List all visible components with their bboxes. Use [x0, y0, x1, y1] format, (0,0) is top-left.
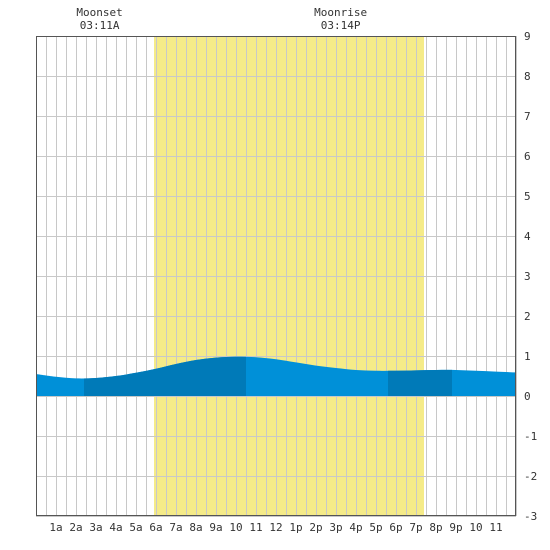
y-tick-label: 3 [524, 270, 531, 283]
x-tick-label: 3p [329, 521, 342, 534]
x-axis-ticks: 1a 2a 3a 4a 5a 6a 7a 8a 9a 10 11 12 1p 2p 3p 4p 5p 6p 7p 8p… [49, 521, 502, 534]
y-tick-label: 1 [524, 350, 531, 363]
annotation-label: Moonset [76, 6, 122, 19]
y-tick-label: 9 [524, 30, 531, 43]
y-tick-label: 8 [524, 70, 531, 83]
y-tick-label: 0 [524, 390, 531, 403]
x-tick-label: 8a [189, 521, 202, 534]
x-tick-label: 11 [489, 521, 502, 534]
x-tick-label: 10 [469, 521, 482, 534]
y-tick-label: 2 [524, 310, 531, 323]
y-tick-label: 7 [524, 110, 531, 123]
annotation-label: Moonrise [314, 6, 367, 19]
x-tick-label: 10 [229, 521, 242, 534]
annotation-time: 03:14P [321, 19, 361, 32]
y-axis-ticks: -3 -2 -1 0 1 2 3 4 5 6 7 8 9 [524, 30, 537, 523]
y-tick-label: 4 [524, 230, 531, 243]
x-tick-label: 11 [249, 521, 262, 534]
x-tick-label: 5p [369, 521, 382, 534]
chart-grid [36, 36, 517, 517]
x-tick-label: 9a [209, 521, 222, 534]
x-tick-label: 5a [129, 521, 142, 534]
x-tick-label: 4a [109, 521, 122, 534]
x-tick-label: 3a [89, 521, 102, 534]
x-tick-label: 12 [269, 521, 282, 534]
annotation-time: 03:11A [80, 19, 120, 32]
x-tick-label: 6a [149, 521, 162, 534]
x-tick-label: 9p [449, 521, 462, 534]
x-tick-label: 7a [169, 521, 182, 534]
x-tick-label: 7p [409, 521, 422, 534]
x-tick-label: 4p [349, 521, 362, 534]
x-tick-label: 2p [309, 521, 322, 534]
x-tick-label: 1a [49, 521, 62, 534]
y-tick-label: -2 [524, 470, 537, 483]
plot-frame [36, 36, 516, 516]
plot-border [36, 36, 516, 516]
x-tick-label: 6p [389, 521, 402, 534]
x-tick-label: 1p [289, 521, 302, 534]
x-tick-label: 2a [69, 521, 82, 534]
x-tick-label: 8p [429, 521, 442, 534]
y-tick-label: -3 [524, 510, 537, 523]
y-tick-label: 5 [524, 190, 531, 203]
y-tick-label: 6 [524, 150, 531, 163]
y-tick-label: -1 [524, 430, 537, 443]
